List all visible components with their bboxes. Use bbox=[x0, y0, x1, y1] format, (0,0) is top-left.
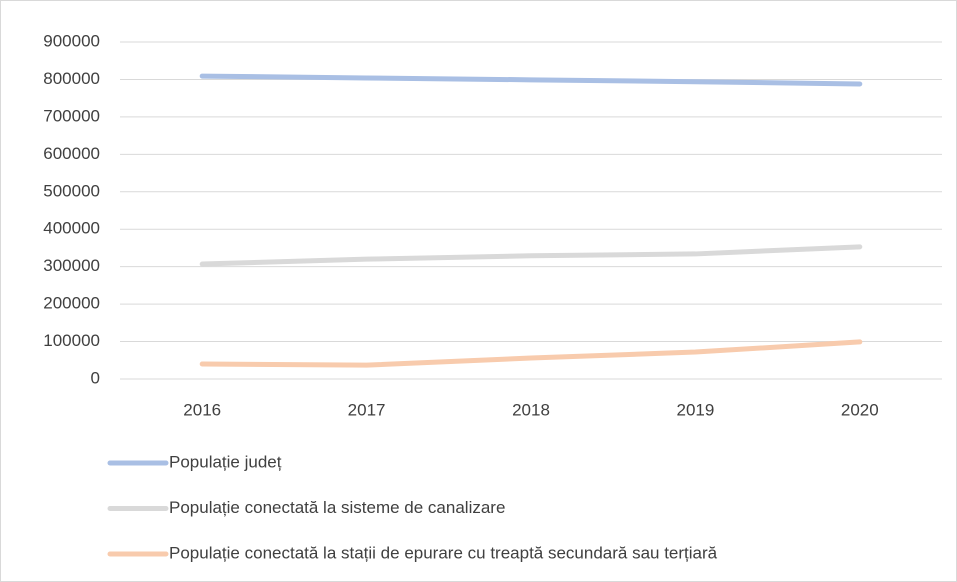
y-tick-label: 900000 bbox=[43, 31, 100, 50]
y-tick-label: 600000 bbox=[43, 144, 100, 163]
series-line bbox=[199, 339, 863, 368]
series-line bbox=[199, 244, 863, 267]
y-tick-label: 400000 bbox=[43, 219, 100, 238]
legend-label: Populație județ bbox=[169, 452, 282, 471]
y-tick-label: 500000 bbox=[43, 181, 100, 200]
series-line bbox=[199, 73, 863, 87]
y-tick-label: 100000 bbox=[43, 331, 100, 350]
y-tick-label: 0 bbox=[91, 368, 100, 387]
x-tick-label: 2016 bbox=[183, 400, 221, 419]
x-tick-label: 2017 bbox=[348, 400, 386, 419]
y-tick-label: 700000 bbox=[43, 106, 100, 125]
x-tick-label: 2020 bbox=[841, 400, 879, 419]
y-tick-label: 800000 bbox=[43, 69, 100, 88]
y-tick-label: 200000 bbox=[43, 294, 100, 313]
y-tick-label: 300000 bbox=[43, 256, 100, 275]
x-tick-label: 2018 bbox=[512, 400, 550, 419]
legend-label: Populație conectată la stații de epurare… bbox=[169, 543, 718, 562]
x-tick-label: 2019 bbox=[676, 400, 714, 419]
legend-label: Populație conectată la sisteme de canali… bbox=[169, 498, 505, 517]
